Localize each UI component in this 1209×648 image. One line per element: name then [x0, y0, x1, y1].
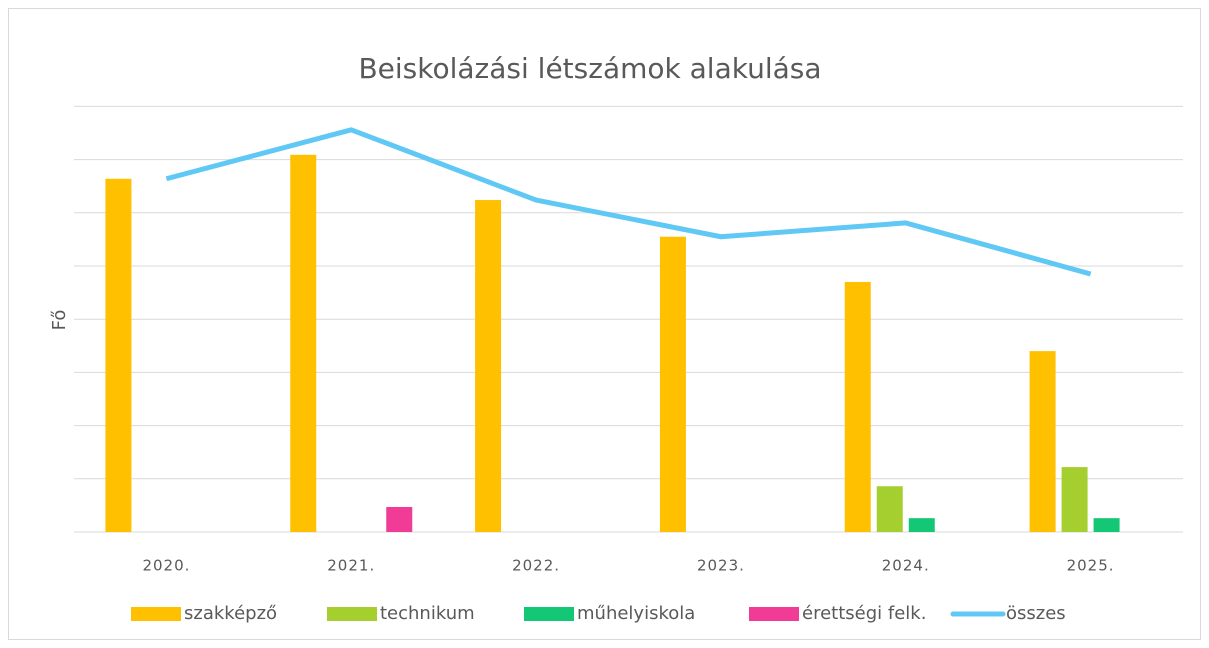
legend-label: érettségi felk. — [802, 603, 926, 624]
x-tick-label: 2025. — [1067, 557, 1115, 575]
line — [165, 127, 1092, 277]
bar — [105, 178, 132, 532]
legend-label: technikum — [380, 603, 475, 624]
bar — [1061, 467, 1088, 532]
bar — [1029, 351, 1056, 532]
chart-border — [8, 8, 1201, 640]
chart-title: Beiskolázási létszámok alakulása — [358, 52, 821, 85]
x-tick-label: 2024. — [882, 557, 930, 575]
bar — [844, 281, 871, 532]
legend-swatch — [131, 607, 181, 621]
bar — [908, 518, 935, 532]
y-axis-label: Fő — [49, 310, 70, 331]
x-tick-label: 2021. — [327, 557, 375, 575]
legend-swatch — [327, 607, 377, 621]
bar — [290, 154, 317, 532]
legend-swatch — [749, 607, 799, 621]
legend-label: összes — [1006, 603, 1066, 624]
bar — [1093, 518, 1120, 532]
bar — [386, 506, 413, 532]
x-tick-label: 2020. — [142, 557, 190, 575]
legend-label: szakképző — [184, 603, 277, 624]
bar — [876, 486, 903, 532]
x-tick-label: 2023. — [697, 557, 745, 575]
bar — [659, 236, 686, 533]
legend-swatch — [524, 607, 574, 621]
bar — [475, 200, 502, 533]
legend-label: műhelyiskola — [577, 603, 695, 624]
x-tick-label: 2022. — [512, 557, 560, 575]
